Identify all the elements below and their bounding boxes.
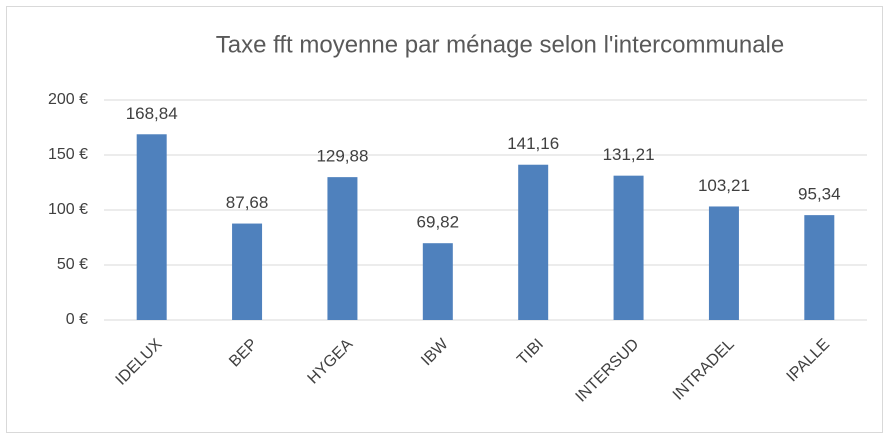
chart-title: Taxe fft moyenne par ménage selon l'inte… <box>216 31 784 58</box>
bar <box>518 164 549 320</box>
bar <box>136 134 167 320</box>
y-tick-label: 50 € <box>57 256 88 273</box>
bar <box>708 206 739 320</box>
data-label: 95,34 <box>798 185 841 204</box>
y-tick-label: 100 € <box>48 201 88 218</box>
y-tick-label: 200 € <box>48 91 88 108</box>
data-label: 69,82 <box>417 213 460 232</box>
data-label: 103,21 <box>698 176 750 195</box>
data-label: 131,21 <box>603 145 655 164</box>
y-tick-label: 0 € <box>66 311 88 328</box>
data-label: 141,16 <box>507 134 559 153</box>
bar <box>327 177 358 320</box>
bar <box>804 215 835 320</box>
data-label: 87,68 <box>226 193 269 212</box>
bar <box>422 243 453 320</box>
data-label: 168,84 <box>126 104 178 123</box>
bar <box>232 223 263 320</box>
y-tick-label: 150 € <box>48 146 88 163</box>
data-label: 129,88 <box>316 147 368 166</box>
bar <box>613 175 644 320</box>
